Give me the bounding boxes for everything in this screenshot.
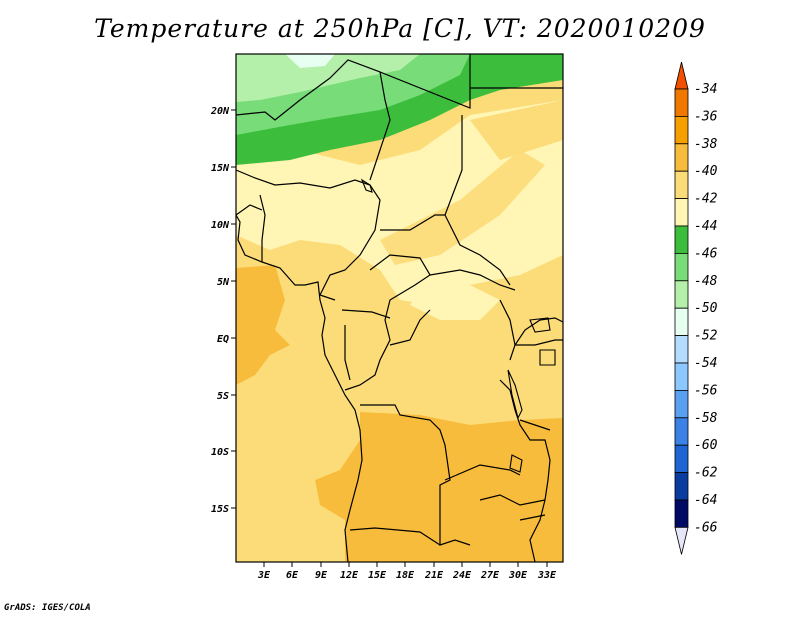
- colorbar-swatch: [674, 252, 689, 282]
- lon-label: 27E: [480, 570, 500, 581]
- colorbar-swatch: [674, 417, 689, 446]
- colorbar-label: -42: [694, 192, 718, 207]
- colorbar-swatch: [674, 362, 689, 391]
- colorbar-label: -66: [694, 520, 718, 535]
- lat-label: 15S: [211, 504, 229, 515]
- lon-label: 33E: [537, 570, 557, 581]
- colorbar-label: -44: [694, 219, 717, 234]
- map-title: Temperature at 250hPa [C], VT: 202001020…: [94, 14, 706, 43]
- temperature-field: [236, 54, 563, 562]
- lon-label: 30E: [508, 570, 528, 581]
- lon-label: 12E: [340, 570, 359, 581]
- colorbar-label: -50: [694, 301, 718, 316]
- colorbar-swatch: [674, 499, 689, 528]
- colorbar-label: -34: [694, 82, 717, 97]
- colorbar-label: -60: [694, 438, 718, 453]
- colorbar-label: -58: [694, 411, 718, 426]
- lon-label: 6E: [286, 570, 299, 581]
- colorbar-label: -64: [694, 493, 717, 508]
- lat-label: 20N: [210, 106, 230, 117]
- map-frame: [235, 53, 564, 563]
- colorbar-label: -36: [694, 109, 718, 124]
- colorbar-label: -38: [694, 137, 718, 152]
- colorbar-swatch: [674, 444, 689, 474]
- colorbar-label: -40: [694, 164, 718, 179]
- lon-label: 18E: [396, 570, 415, 581]
- colorbar-max-arrow: [674, 61, 689, 90]
- colorbar-swatch: [674, 88, 689, 117]
- colorbar-swatch: [674, 472, 689, 501]
- colorbar-swatch: [674, 335, 689, 364]
- colorbar-label: -48: [694, 274, 718, 289]
- colorbar-swatch: [674, 280, 689, 309]
- colorbar-label: -46: [694, 246, 718, 261]
- colorbar: -34 -36 -38 -40 -42 -44 -46 -48 -50 -52 -54 -56 -58 -…: [674, 61, 718, 555]
- lat-label: 5S: [217, 391, 229, 402]
- colorbar-swatch: [674, 198, 689, 227]
- colorbar-swatch: [674, 225, 689, 254]
- lat-label: 10S: [211, 447, 229, 458]
- lon-label: 9E: [315, 570, 328, 581]
- colorbar-label: -56: [694, 383, 718, 398]
- colorbar-label: -62: [694, 466, 718, 481]
- lon-label: 15E: [368, 570, 387, 581]
- colorbar-swatch: [674, 389, 689, 419]
- colorbar-swatch: [674, 170, 689, 199]
- lat-label: 5N: [217, 277, 230, 288]
- lon-label: 24E: [452, 570, 472, 581]
- lat-label: 10N: [211, 220, 230, 231]
- lon-label: 21E: [424, 570, 444, 581]
- lakes: [360, 178, 556, 473]
- longitude-axis: 3E 6E 9E 12E 15E 18E 21E 24E 27E 30E 33E: [257, 562, 557, 581]
- country-borders: [236, 54, 563, 562]
- lon-label: 3E: [257, 570, 271, 581]
- colorbar-swatch: [674, 307, 689, 337]
- colorbar-label: -52: [694, 329, 718, 344]
- lat-label: 15N: [211, 163, 230, 174]
- grads-credit: GrADS: IGES/COLA: [4, 603, 91, 613]
- colorbar-swatch: [674, 116, 689, 145]
- colorbar-min-arrow: [674, 527, 689, 555]
- latitude-axis: 20N 15N 10N 5N EQ 5S 10S 15S: [210, 106, 236, 515]
- lat-label: EQ: [217, 334, 229, 345]
- colorbar-swatch: [674, 143, 689, 172]
- colorbar-label: -54: [694, 356, 717, 371]
